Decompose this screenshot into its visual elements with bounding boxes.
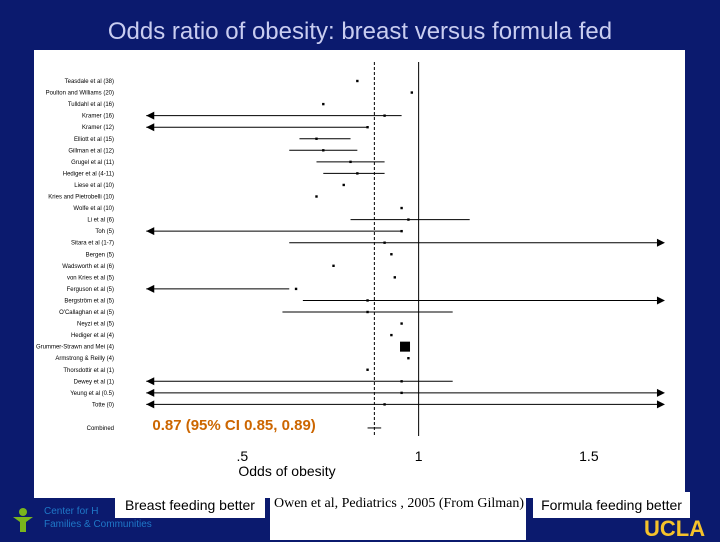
ci-left-arrow bbox=[146, 377, 155, 386]
study-label: Wadsworth et al (6) bbox=[62, 264, 114, 270]
study-label: Teasdale et al (38) bbox=[65, 79, 114, 85]
center-logo-text: Center for H Families & Communities bbox=[44, 505, 152, 531]
study-point bbox=[407, 218, 410, 221]
study-label: Bergström et al (5) bbox=[64, 298, 114, 304]
formula-feeding-better-label: Formula feeding better bbox=[533, 492, 690, 518]
x-tick-label: 1 bbox=[415, 448, 423, 464]
citation: Owen et al, Pediatrics , 2005 (From Gilm… bbox=[270, 492, 526, 540]
ucla-logo: UCLA bbox=[644, 516, 706, 541]
study-label: Grugel et al (11) bbox=[71, 160, 114, 166]
ci-left-arrow bbox=[146, 227, 155, 236]
study-label: Grummer-Strawn and Mei (4) bbox=[36, 345, 114, 351]
study-point bbox=[400, 206, 403, 210]
study-point bbox=[315, 137, 318, 140]
study-label: Sitara et al (1-7) bbox=[71, 241, 114, 247]
study-label: Armstrong & Reilly (4) bbox=[55, 356, 114, 362]
ci-right-arrow bbox=[656, 296, 665, 305]
study-point bbox=[332, 264, 335, 267]
study-point bbox=[356, 79, 359, 83]
study-label: Totte (0) bbox=[92, 402, 114, 408]
x-tick-label: .5 bbox=[237, 448, 249, 464]
study-label: Tulldahl et al (16) bbox=[68, 102, 114, 108]
combined-label: Combined bbox=[87, 426, 114, 432]
study-point bbox=[390, 333, 393, 337]
study-point bbox=[315, 195, 318, 198]
study-label: Toh (5) bbox=[95, 229, 114, 235]
study-point bbox=[400, 380, 403, 383]
study-point bbox=[356, 172, 359, 175]
study-point bbox=[366, 310, 369, 314]
study-point bbox=[322, 102, 325, 106]
study-label: Dewey et al (1) bbox=[74, 379, 114, 385]
study-label: Kramer (16) bbox=[82, 114, 114, 120]
study-point bbox=[322, 149, 325, 152]
study-label: Li et al (6) bbox=[87, 218, 114, 224]
study-point bbox=[393, 276, 396, 279]
forest-plot-svg: .5 1 1.5 Odds of obesity Teasdale et al (38)… bbox=[36, 62, 665, 479]
study-label: von Kries et al (5) bbox=[67, 275, 114, 281]
study-point bbox=[400, 391, 403, 395]
study-label: Liese et al (10) bbox=[74, 183, 114, 189]
study-point bbox=[349, 160, 352, 164]
ci-left-arrow bbox=[146, 123, 155, 132]
study-label: Hediger et al (4) bbox=[71, 333, 114, 339]
large-weight-point bbox=[400, 341, 411, 352]
ci-left-arrow bbox=[146, 284, 155, 293]
center-logo-icon bbox=[13, 508, 33, 532]
study-point bbox=[366, 368, 369, 371]
ci-right-arrow bbox=[656, 388, 665, 397]
forest-plot: .5 1 1.5 Odds of obesity Teasdale et al (38)… bbox=[34, 50, 685, 498]
study-label: Kries and Pietrobelli (10) bbox=[48, 195, 114, 201]
study-point bbox=[342, 183, 345, 187]
slide-title: Odds ratio of obesity: breast versus for… bbox=[107, 18, 613, 45]
study-point bbox=[366, 126, 369, 129]
center-logo-line2: Families & Communities bbox=[44, 519, 152, 530]
study-label: Neyzi et al (5) bbox=[77, 322, 114, 328]
study-label: Poulton and Williams (20) bbox=[46, 91, 114, 97]
study-label: Yeung et al (0.5) bbox=[70, 391, 114, 397]
ci-left-arrow bbox=[146, 400, 155, 409]
study-label: Bergen (5) bbox=[86, 252, 114, 258]
breast-feeding-better-label: Breast feeding better bbox=[115, 492, 265, 518]
study-point bbox=[400, 229, 403, 233]
x-axis-label: Odds of obesity bbox=[238, 463, 335, 479]
study-label: Wolfe et al (10) bbox=[73, 206, 114, 212]
study-point bbox=[294, 287, 298, 291]
study-point bbox=[410, 91, 414, 94]
study-label: O'Callaghan et al (5) bbox=[59, 310, 114, 316]
study-label: Thorsdottir et al (1) bbox=[63, 368, 114, 374]
study-point bbox=[407, 357, 410, 360]
ci-left-arrow bbox=[146, 388, 155, 397]
study-label: Kramer (12) bbox=[82, 125, 114, 131]
ci-right-arrow bbox=[656, 238, 665, 247]
study-label: Gillman et al (12) bbox=[68, 148, 114, 154]
study-point bbox=[366, 299, 369, 302]
study-point bbox=[383, 241, 386, 244]
study-point bbox=[383, 403, 386, 406]
center-logo-line1: Center for H bbox=[44, 506, 99, 517]
study-label: Hediger et al (4-11) bbox=[63, 171, 114, 177]
x-tick-label: 1.5 bbox=[579, 448, 599, 464]
ci-right-arrow bbox=[656, 400, 665, 409]
study-point bbox=[390, 253, 393, 256]
ci-left-arrow bbox=[146, 111, 155, 120]
study-point bbox=[383, 114, 386, 117]
study-label: Ferguson et al (5) bbox=[67, 287, 114, 293]
study-point bbox=[400, 322, 403, 325]
combined-estimate-label: 0.87 (95% CI 0.85, 0.89) bbox=[152, 416, 316, 434]
study-label: Elliott et al (15) bbox=[74, 137, 114, 143]
